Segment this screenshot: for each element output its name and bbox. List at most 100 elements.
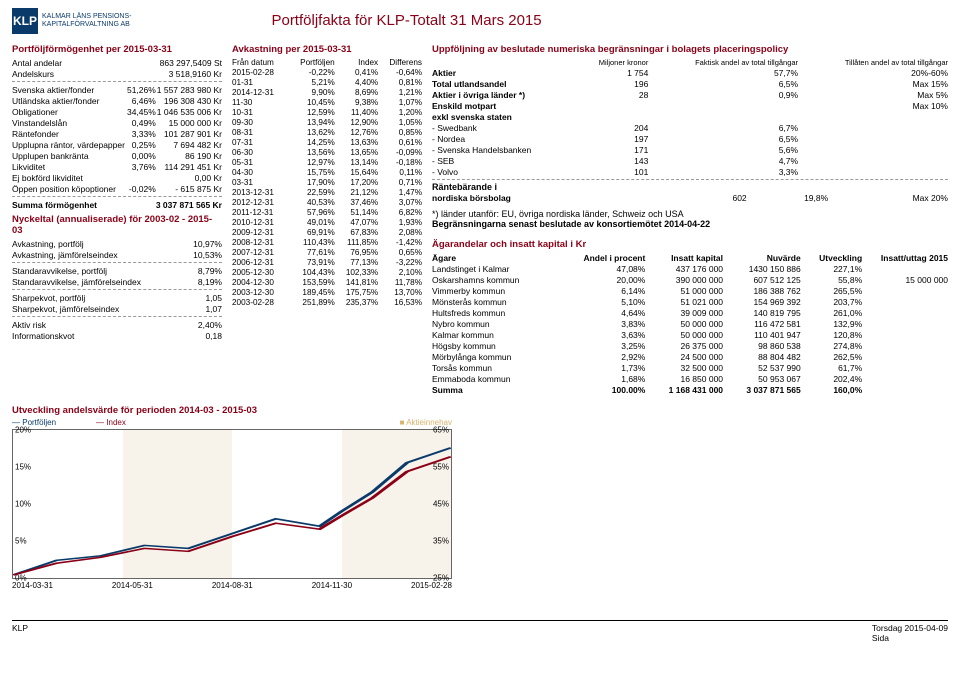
table-cell bbox=[798, 133, 948, 144]
table-cell: 0,81% bbox=[378, 77, 422, 87]
table-cell bbox=[127, 172, 156, 183]
table-cell: Mönsterås kommun bbox=[432, 296, 557, 307]
table-cell: Vinstandelslån bbox=[12, 117, 127, 128]
table-cell: 235,37% bbox=[335, 297, 378, 307]
table-cell bbox=[798, 155, 948, 166]
table-cell: 20,00% bbox=[557, 274, 645, 285]
table-cell: 197 bbox=[576, 133, 648, 144]
table-cell: 26 375 000 bbox=[645, 340, 723, 351]
owners-table: Ägare Andel i procent Insatt kapital Nuv… bbox=[432, 252, 948, 395]
page-title: Portföljfakta för KLP-Totalt 31 Mars 201… bbox=[271, 12, 541, 29]
table-cell: -0,22% bbox=[288, 67, 334, 77]
table-cell: - SEB bbox=[432, 155, 576, 166]
footer-page: Sida bbox=[872, 633, 889, 643]
table-row: Vimmerby kommun6,14%51 000 000186 388 76… bbox=[432, 285, 948, 296]
table-cell: 274,8% bbox=[801, 340, 862, 351]
table-cell: Max 5% bbox=[798, 89, 948, 100]
table-cell: 52 537 990 bbox=[723, 362, 801, 373]
table-cell: 04-30 bbox=[232, 167, 288, 177]
dash-separator bbox=[12, 316, 222, 317]
own-h2: Insatt kapital bbox=[645, 252, 723, 263]
line-chart: 20%15%10%5%0%65%55%45%35%25% bbox=[12, 429, 452, 579]
table-cell: 114 291 451 Kr bbox=[156, 161, 222, 172]
chart-legend: — Portföljen — Index ■ Aktieinnehav bbox=[12, 418, 452, 427]
keyfig-table-4: Aktiv risk2,40%Informationskvot0,18 bbox=[12, 319, 222, 341]
table-row: 06-3013,56%13,65%-0,09% bbox=[232, 147, 422, 157]
table-row: 2003-12-30189,45%175,75%13,70% bbox=[232, 287, 422, 297]
table-row: Räntefonder3,33%101 287 901 Kr bbox=[12, 128, 222, 139]
table-cell: 67,83% bbox=[335, 227, 378, 237]
table-cell: 11,40% bbox=[335, 107, 378, 117]
table-cell bbox=[576, 100, 648, 111]
table-cell: 09-30 bbox=[232, 117, 288, 127]
table-cell: 2015-02-28 bbox=[232, 67, 288, 77]
table-cell: 2012-12-31 bbox=[232, 197, 288, 207]
table-cell: 101 bbox=[576, 166, 648, 177]
table-cell: 50 000 000 bbox=[645, 329, 723, 340]
table-row: 2003-02-28251,89%235,37%16,53% bbox=[232, 297, 422, 307]
table-cell: 0,61% bbox=[378, 137, 422, 147]
table-cell: 2009-12-31 bbox=[232, 227, 288, 237]
table-cell: 0,41% bbox=[335, 67, 378, 77]
table-cell: 3,33% bbox=[127, 128, 156, 139]
table-cell: 437 176 000 bbox=[645, 263, 723, 274]
table-cell: 22,59% bbox=[288, 187, 334, 197]
table-cell: 116 472 581 bbox=[723, 318, 801, 329]
table-cell: Aktier bbox=[432, 67, 576, 78]
table-cell: 110,43% bbox=[288, 237, 334, 247]
table-cell: - Swedbank bbox=[432, 122, 576, 133]
own-sum-2: 1 168 431 000 bbox=[645, 384, 723, 395]
table-cell: 77,13% bbox=[335, 257, 378, 267]
table-cell: 15,75% bbox=[288, 167, 334, 177]
table-row: 2006-12-3173,91%77,13%-3,22% bbox=[232, 257, 422, 267]
table-cell: Mörbylånga kommun bbox=[432, 351, 557, 362]
table-row: Upplupen bankränta0,00%86 190 Kr bbox=[12, 150, 222, 161]
table-cell: 49,01% bbox=[288, 217, 334, 227]
table-cell: 196 308 430 Kr bbox=[156, 95, 222, 106]
table-cell: 76,95% bbox=[335, 247, 378, 257]
table-cell: 8,79% bbox=[189, 265, 222, 276]
table-cell: 2,10% bbox=[378, 267, 422, 277]
table-cell: 120,8% bbox=[801, 329, 862, 340]
table-cell: 101 287 901 Kr bbox=[156, 128, 222, 139]
table-cell: 4,7% bbox=[648, 155, 798, 166]
wealth-sum-table: Summa förmögenhet 3 037 871 565 Kr bbox=[12, 199, 222, 210]
own-sum-1: 100.00% bbox=[557, 384, 645, 395]
table-cell: 2013-12-31 bbox=[232, 187, 288, 197]
dash-separator bbox=[12, 81, 222, 82]
table-cell: 3 518,9160 Kr bbox=[106, 68, 222, 79]
table-row: 05-3112,97%13,14%-0,18% bbox=[232, 157, 422, 167]
table-cell: 12,76% bbox=[335, 127, 378, 137]
legend-index-label: Index bbox=[106, 418, 126, 427]
table-cell: 1,07 bbox=[194, 303, 222, 314]
table-cell: 2,92% bbox=[557, 351, 645, 362]
table-cell: 13,56% bbox=[288, 147, 334, 157]
table-row: Ej bokförd likviditet0,00 Kr bbox=[12, 172, 222, 183]
table-cell: 21,12% bbox=[335, 187, 378, 197]
table-row: Torsås kommun1,73%32 500 00052 537 99061… bbox=[432, 362, 948, 373]
table-cell: - 615 875 Kr bbox=[156, 183, 222, 194]
table-cell: Likviditet bbox=[12, 161, 127, 172]
logo-line2: KAPITALFÖRVALTNING AB bbox=[42, 21, 131, 29]
table-row: Avkastning, jämförelseindex10,53% bbox=[12, 249, 222, 260]
table-cell bbox=[648, 100, 798, 111]
own-h4: Utveckling bbox=[801, 252, 862, 263]
table-row: 2009-12-3169,91%67,83%2,08% bbox=[232, 227, 422, 237]
legend-index: — Index bbox=[96, 418, 126, 427]
table-cell: 10,53% bbox=[177, 249, 222, 260]
table-cell: 1430 150 886 bbox=[723, 263, 801, 274]
table-cell: Ej bokförd likviditet bbox=[12, 172, 127, 183]
table-cell: Kalmar kommun bbox=[432, 329, 557, 340]
table-cell: Informationskvot bbox=[12, 330, 163, 341]
wealth-assets-table: Svenska aktier/fonder51,26%1 557 283 980… bbox=[12, 84, 222, 194]
table-cell: 88 804 482 bbox=[723, 351, 801, 362]
table-cell: 0,9% bbox=[648, 89, 798, 100]
table-cell: 6,82% bbox=[378, 207, 422, 217]
limits-h3: Tillåten andel av total tillgångar bbox=[798, 57, 948, 67]
table-cell: 8,69% bbox=[335, 87, 378, 97]
table-cell: 140 819 795 bbox=[723, 307, 801, 318]
sum-val: 3 037 871 565 Kr bbox=[130, 199, 222, 210]
table-cell: -3,22% bbox=[378, 257, 422, 267]
table-cell: 227,1% bbox=[801, 263, 862, 274]
table-cell: 13,14% bbox=[335, 157, 378, 167]
